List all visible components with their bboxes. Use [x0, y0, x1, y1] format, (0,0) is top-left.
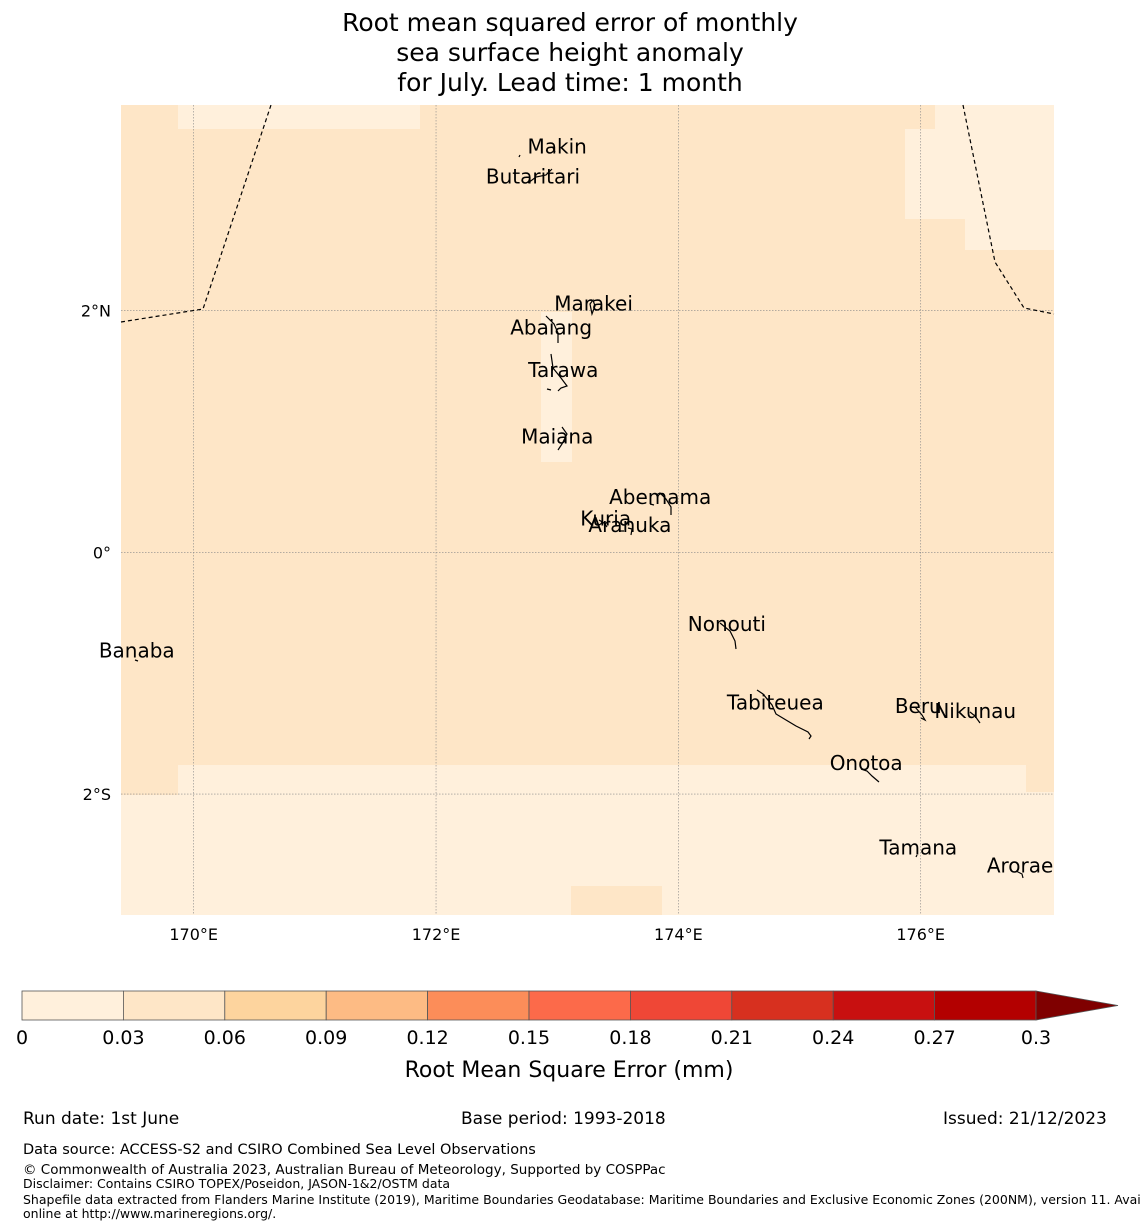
disclaimer: Disclaimer: Contains CSIRO TOPEX/Poseido…	[23, 1176, 451, 1191]
coast-arorae	[1015, 870, 1024, 879]
lat-tick-label: 2°N	[81, 302, 111, 321]
island-label-banaba: Banaba	[99, 638, 175, 662]
base-period: Base period: 1993-2018	[461, 1109, 666, 1129]
issued-date: Issued: 21/12/2023	[943, 1109, 1107, 1129]
coast-abemama	[649, 492, 672, 515]
colorbar-tick-label: 0.27	[913, 1027, 955, 1049]
colorbar-tick-label: 0	[16, 1027, 28, 1049]
coast-abaiang	[545, 315, 559, 343]
island-label-marakei: Marakei	[554, 292, 633, 316]
colorbar: 0 0.03 0.06 0.09 0.12 0.15 0.18 0.21 0.24 0.27 0.3…	[16, 990, 1119, 1083]
island-label-nikunau: Nikunau	[934, 699, 1016, 723]
island-coastlines	[134, 147, 1024, 879]
lat-tick-label: 0°	[93, 543, 111, 562]
lon-tick-label: 174°E	[654, 925, 703, 944]
colorbar-tick-label: 0.12	[406, 1027, 448, 1049]
colorbar-tick-label: 0.06	[204, 1027, 246, 1049]
eez-boundaries	[120, 104, 1055, 323]
island-label-makin: Makin	[528, 134, 587, 158]
copyright: © Commonwealth of Australia 2023, Austra…	[23, 1162, 666, 1178]
run-date: Run date: 1st June	[23, 1109, 180, 1129]
island-label-arorae: Arorae	[987, 854, 1053, 878]
eez-boundary-east	[962, 104, 1055, 315]
coast-butaritari	[527, 168, 553, 184]
colorbar-extend-arrow	[1035, 990, 1119, 1021]
island-label-nonouti: Nonouti	[688, 612, 766, 636]
lon-tick-label: 170°E	[169, 925, 218, 944]
coast-tabiteuea	[756, 689, 812, 740]
coast-marakei	[589, 298, 596, 317]
colorbar-bin	[21, 990, 124, 1021]
coast-beru	[914, 706, 927, 722]
title-line-3: for July. Lead time: 1 month	[397, 68, 743, 97]
shapefile-credit-2: online at http://www.marineregions.org/.	[23, 1206, 277, 1221]
colorbar-label: Root Mean Square Error (mm)	[405, 1058, 734, 1083]
coast-nikunau	[969, 711, 981, 724]
coast-tamana	[915, 854, 918, 858]
rmse-field-low-cells	[121, 105, 1054, 915]
island-label-tamana: Tamana	[878, 836, 957, 860]
graticule	[121, 105, 1054, 915]
colorbar-bin	[528, 990, 631, 1021]
shapefile-credit-1: Shapefile data extracted from Flanders M…	[23, 1192, 1140, 1207]
island-label-tarawa: Tarawa	[527, 358, 598, 382]
title-line-2: sea surface height anomaly	[396, 38, 744, 67]
colorbar-bin	[325, 990, 429, 1021]
colorbar-tick-label: 0.18	[609, 1027, 651, 1049]
lon-tick-label: 176°E	[896, 925, 945, 944]
coast-tarawa	[546, 353, 568, 392]
colorbar-bin	[630, 990, 733, 1021]
colorbar-bin	[123, 990, 226, 1021]
island-label-beru: Beru	[895, 694, 942, 718]
coast-banaba	[134, 659, 139, 662]
coast-onotoa	[860, 768, 880, 783]
title-line-1: Root mean squared error of monthly	[342, 8, 798, 37]
eez-boundary-west	[120, 104, 272, 323]
colorbar-tick-label: 0.3	[1021, 1027, 1051, 1049]
colorbar-bin	[934, 990, 1037, 1021]
island-label-butaritari: Butaritari	[486, 165, 580, 189]
island-label-aranuka: Aranuka	[588, 513, 671, 537]
lat-tick-label: 2°S	[83, 785, 111, 804]
map-title: Root mean squared error of monthly sea s…	[120, 8, 1020, 98]
coast-aranuka	[620, 527, 633, 536]
island-label-tabiteuea: Tabiteuea	[726, 690, 824, 714]
colorbar-bin	[427, 990, 530, 1021]
colorbar-bin	[832, 990, 936, 1021]
data-source: Data source: ACCESS-S2 and CSIRO Combine…	[23, 1142, 536, 1158]
colorbar-tick-label: 0.03	[102, 1027, 144, 1049]
colorbar-tick-label: 0.09	[305, 1027, 347, 1049]
lon-tick-label: 172°E	[412, 925, 461, 944]
coast-maiana	[557, 426, 568, 451]
island-label-onotoa: Onotoa	[830, 751, 903, 775]
colorbar-tick-label: 0.24	[812, 1027, 854, 1049]
colorbar-bin	[731, 990, 834, 1021]
axis-tick-labels: 170°E 172°E 174°E 176°E 2°N 0° 2°S	[81, 302, 945, 944]
colorbar-tick-label: 0.21	[711, 1027, 753, 1049]
island-label-kuria: Kuria	[580, 507, 631, 531]
coast-kuria	[598, 519, 608, 528]
colorbar-bin	[224, 990, 327, 1021]
island-label-maiana: Maiana	[521, 425, 593, 449]
colorbar-tick-label: 0.15	[508, 1027, 550, 1049]
coast-makin	[518, 147, 556, 158]
island-label-abemama: Abemama	[609, 485, 711, 509]
island-label-abaiang: Abaiang	[510, 316, 592, 340]
coast-nonouti	[719, 622, 737, 650]
